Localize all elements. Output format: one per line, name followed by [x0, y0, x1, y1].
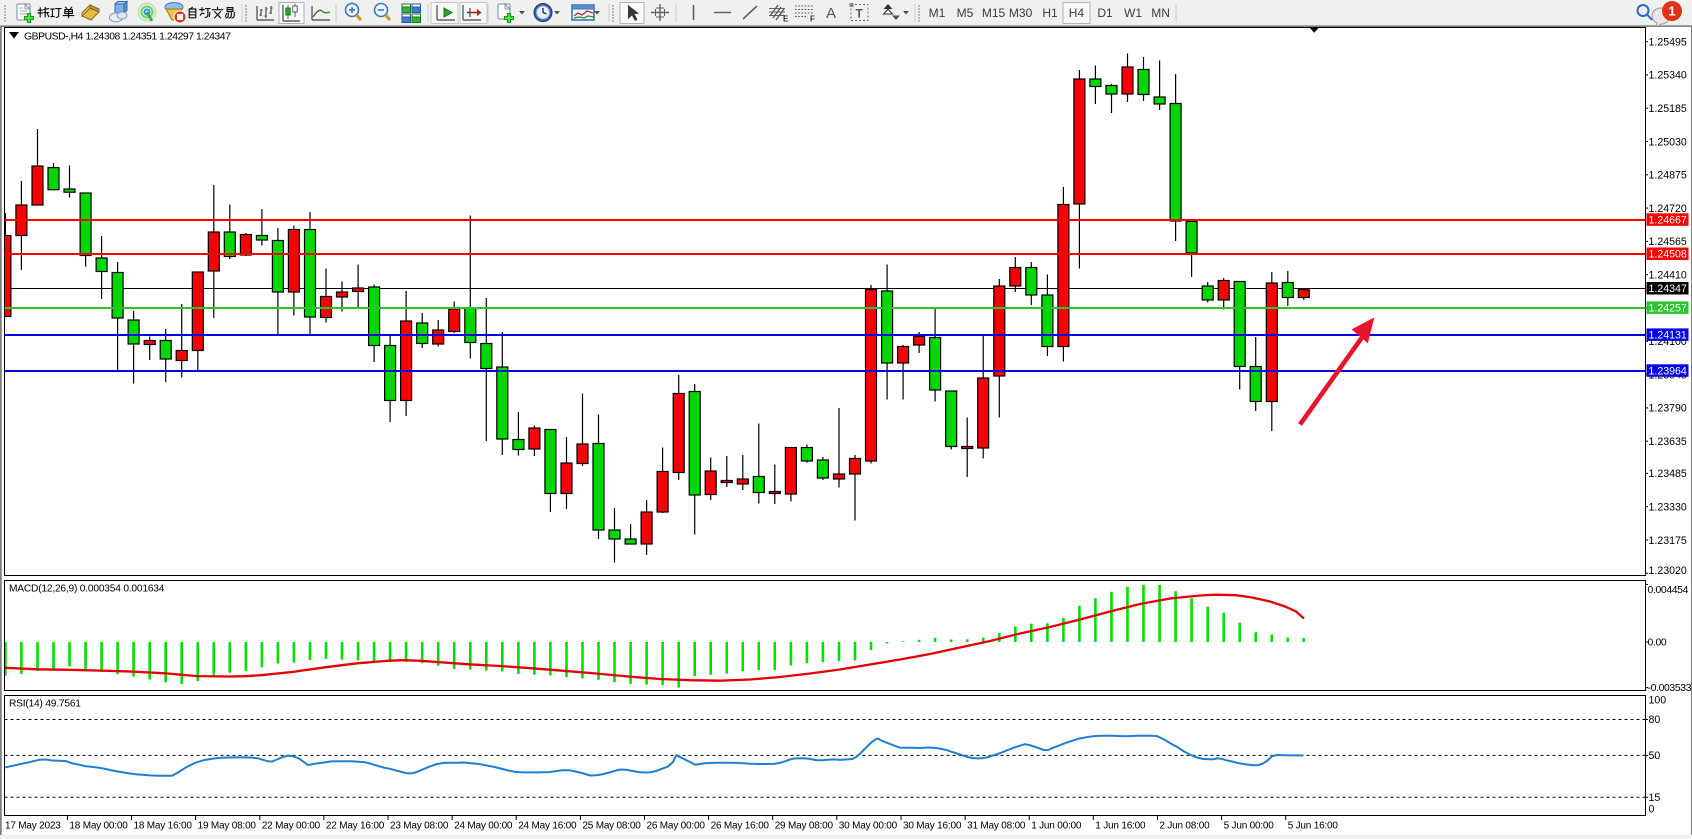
- svg-text:E: E: [783, 15, 789, 24]
- svg-text:1.24508: 1.24508: [1649, 249, 1687, 261]
- svg-text:1.23175: 1.23175: [1649, 535, 1687, 547]
- svg-text:1.23485: 1.23485: [1649, 468, 1687, 480]
- svg-text:30 May 00:00: 30 May 00:00: [839, 821, 898, 832]
- svg-text:1 Jun 00:00: 1 Jun 00:00: [1031, 821, 1082, 832]
- svg-text:1.23330: 1.23330: [1649, 502, 1687, 514]
- svg-text:17 May 2023: 17 May 2023: [5, 821, 61, 832]
- svg-text:-0.003533: -0.003533: [1648, 683, 1692, 694]
- svg-text:0.00: 0.00: [1648, 638, 1667, 649]
- svg-text:30 May 16:00: 30 May 16:00: [903, 821, 962, 832]
- svg-text:5 Jun 00:00: 5 Jun 00:00: [1224, 821, 1275, 832]
- svg-text:1.24257: 1.24257: [1649, 303, 1687, 315]
- svg-text:1 Jun 16:00: 1 Jun 16:00: [1095, 821, 1146, 832]
- svg-text:22 May 16:00: 22 May 16:00: [326, 821, 385, 832]
- svg-text:F: F: [810, 15, 815, 24]
- svg-text:1.24875: 1.24875: [1649, 170, 1687, 182]
- svg-text:H4: H4: [1069, 6, 1085, 20]
- svg-text:1.24347: 1.24347: [1649, 283, 1687, 295]
- svg-text:5 Jun 16:00: 5 Jun 16:00: [1288, 821, 1339, 832]
- svg-text:1.25340: 1.25340: [1649, 70, 1687, 82]
- svg-text:1.24565: 1.24565: [1649, 236, 1687, 248]
- svg-text:A: A: [826, 5, 836, 22]
- svg-text:1.23964: 1.23964: [1649, 366, 1687, 378]
- svg-text:M30: M30: [1009, 6, 1033, 20]
- svg-text:31 May 08:00: 31 May 08:00: [967, 821, 1026, 832]
- svg-text:T: T: [856, 7, 864, 21]
- svg-text:1.25185: 1.25185: [1649, 103, 1687, 115]
- svg-text:GBPUSD-,H4 1.24308 1.24351 1.: GBPUSD-,H4 1.24308 1.24351 1.24297 1.243…: [24, 32, 231, 43]
- svg-text:22 May 00:00: 22 May 00:00: [262, 821, 321, 832]
- svg-text:80: 80: [1649, 714, 1661, 726]
- svg-text:1.24720: 1.24720: [1649, 203, 1687, 215]
- svg-text:RSI(14) 49.7561: RSI(14) 49.7561: [9, 699, 81, 710]
- svg-text:15: 15: [1649, 792, 1661, 804]
- svg-text:M15: M15: [982, 6, 1006, 20]
- svg-text:MACD(12,26,9) 0.000354 0.00163: MACD(12,26,9) 0.000354 0.001634: [9, 584, 165, 595]
- svg-text:19 May 08:00: 19 May 08:00: [198, 821, 257, 832]
- svg-text:1.24131: 1.24131: [1649, 330, 1687, 342]
- svg-text:1: 1: [1668, 4, 1675, 19]
- svg-text:1.25030: 1.25030: [1649, 136, 1687, 148]
- svg-text:29 May 08:00: 29 May 08:00: [775, 821, 834, 832]
- svg-text:18 May 00:00: 18 May 00:00: [69, 821, 128, 832]
- svg-text:18 May 16:00: 18 May 16:00: [134, 821, 193, 832]
- svg-text:100: 100: [1649, 695, 1667, 707]
- svg-text:0.004454: 0.004454: [1648, 585, 1689, 596]
- svg-text:0: 0: [1649, 804, 1655, 816]
- svg-text:26 May 16:00: 26 May 16:00: [711, 821, 770, 832]
- svg-text:50: 50: [1649, 750, 1661, 762]
- svg-text:1.24410: 1.24410: [1649, 270, 1687, 282]
- svg-text:25 May 08:00: 25 May 08:00: [582, 821, 641, 832]
- svg-text:1.23020: 1.23020: [1649, 565, 1687, 577]
- svg-text:1.24667: 1.24667: [1649, 215, 1687, 227]
- svg-text:24 May 16:00: 24 May 16:00: [518, 821, 577, 832]
- svg-text:W1: W1: [1124, 6, 1142, 20]
- svg-text:23 May 08:00: 23 May 08:00: [390, 821, 449, 832]
- svg-text:24 May 00:00: 24 May 00:00: [454, 821, 513, 832]
- svg-text:26 May 00:00: 26 May 00:00: [647, 821, 706, 832]
- svg-text:1.23790: 1.23790: [1649, 403, 1687, 415]
- svg-text:1.23635: 1.23635: [1649, 436, 1687, 448]
- svg-text:M1: M1: [929, 6, 946, 20]
- svg-text:1.25495: 1.25495: [1649, 37, 1687, 49]
- svg-text:D1: D1: [1097, 6, 1113, 20]
- svg-text:MN: MN: [1151, 6, 1170, 20]
- svg-text:M5: M5: [957, 6, 974, 20]
- svg-text:H1: H1: [1042, 6, 1058, 20]
- svg-text:2 Jun 08:00: 2 Jun 08:00: [1159, 821, 1210, 832]
